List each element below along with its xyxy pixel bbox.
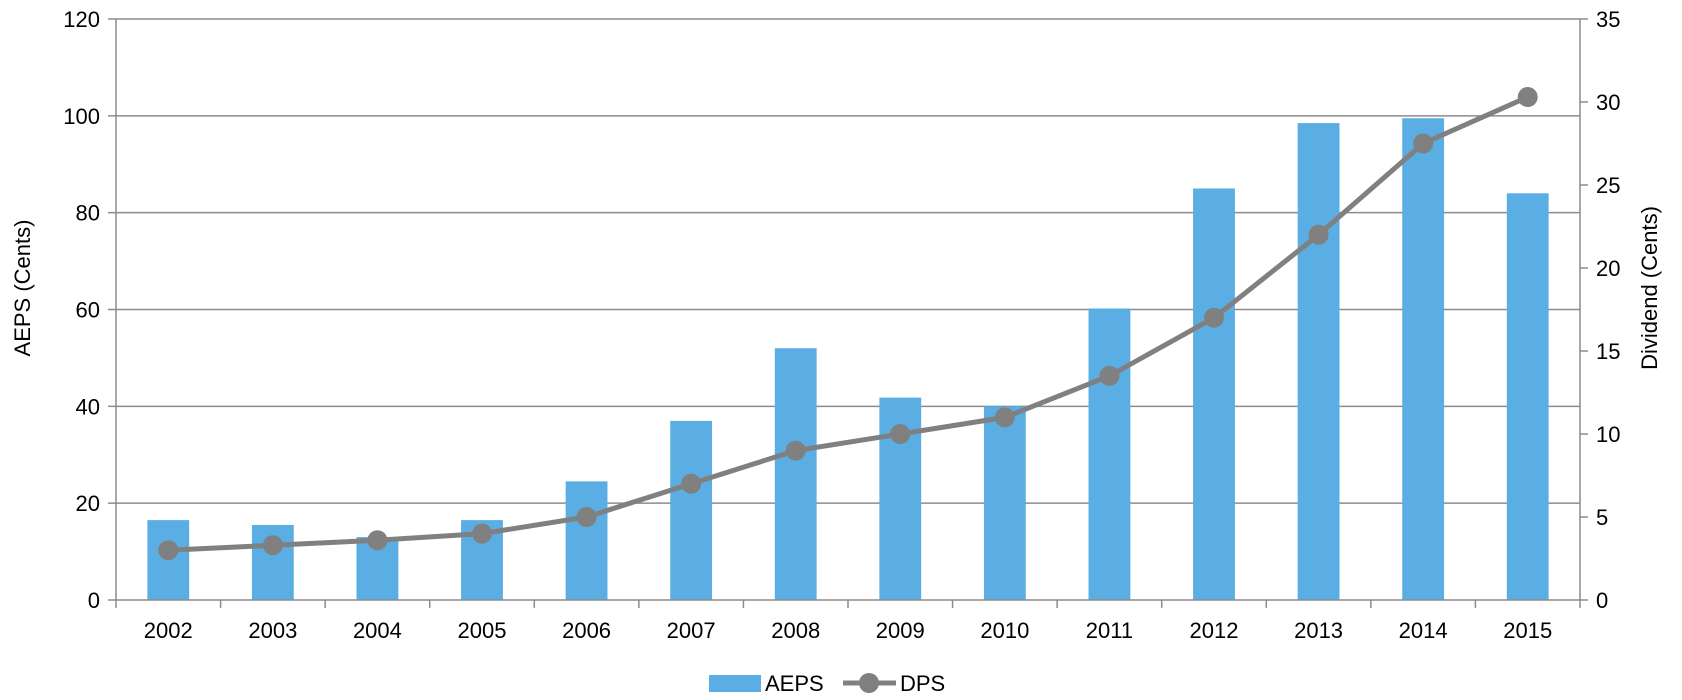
dps-point-2008 — [785, 440, 806, 461]
right-axis-ticks: 0 5 10 15 20 25 30 35 — [1596, 7, 1620, 613]
x-tick-label: 2012 — [1190, 618, 1239, 643]
dps-point-2012 — [1204, 307, 1224, 328]
bar-aeps-2007 — [670, 420, 713, 600]
bar-aeps-2015 — [1506, 193, 1549, 601]
right-tick-label: 10 — [1596, 422, 1620, 447]
x-tick-label: 2015 — [1503, 618, 1552, 643]
dps-point-2013 — [1308, 224, 1329, 245]
right-tick-label: 15 — [1596, 339, 1620, 364]
x-tick-label: 2005 — [458, 618, 507, 643]
left-tick-label: 100 — [63, 104, 100, 129]
dps-point-2004 — [367, 530, 388, 551]
x-tick-label: 2013 — [1294, 618, 1343, 643]
right-tick-label: 30 — [1596, 90, 1620, 115]
dps-point-2005 — [472, 523, 492, 544]
x-tick-label: 2007 — [667, 618, 716, 643]
legend-aeps-label: AEPS — [765, 671, 824, 695]
left-tick-label: 120 — [63, 7, 100, 32]
legend: AEPS DPS — [709, 671, 945, 696]
x-tick-label: 2002 — [144, 618, 193, 643]
left-tick-label: 0 — [88, 588, 100, 613]
bar-aeps-2011 — [1088, 308, 1131, 600]
dps-point-2011 — [1099, 365, 1120, 386]
gridlines — [116, 18, 1580, 504]
dps-point-2003 — [262, 535, 283, 556]
left-tick-label: 20 — [76, 491, 100, 516]
left-axis-title: AEPS (Cents) — [10, 220, 35, 357]
right-tick-label: 5 — [1596, 505, 1608, 530]
left-tick-label: 80 — [76, 201, 100, 226]
bar-aeps-2012 — [1193, 188, 1235, 601]
dps-point-2007 — [681, 473, 702, 494]
legend-dps-label: DPS — [900, 671, 945, 695]
x-tick-label: 2008 — [771, 618, 820, 643]
legend-aeps-swatch — [709, 675, 761, 692]
x-tick-label: 2004 — [353, 618, 402, 643]
dps-point-2009 — [890, 424, 911, 444]
bar-aeps-2014 — [1402, 118, 1445, 601]
bar-aeps-2010 — [983, 406, 1026, 600]
dps-line-group — [158, 87, 1538, 561]
dps-point-2002 — [158, 540, 179, 561]
x-tick-label: 2009 — [876, 618, 925, 643]
x-tick-label: 2003 — [248, 618, 297, 643]
right-tick-label: 20 — [1596, 256, 1620, 281]
dps-point-2010 — [994, 407, 1015, 428]
dps-point-2015 — [1517, 87, 1538, 108]
left-tick-label: 40 — [76, 394, 100, 419]
x-tick-label: 2014 — [1399, 618, 1448, 643]
x-axis-ticks: 2002 2003 2004 2005 2006 2007 2008 2009 2010 2011… — [144, 618, 1552, 643]
dps-point-2006 — [576, 507, 597, 527]
right-tick-label: 25 — [1596, 173, 1620, 198]
bar-aeps-2006 — [565, 481, 608, 600]
x-tick-label: 2006 — [562, 618, 611, 643]
x-tick-label: 2010 — [980, 618, 1029, 643]
bar-aeps-2013 — [1297, 123, 1340, 601]
x-tick-label: 2011 — [1086, 618, 1133, 643]
right-axis-title: Dividend (Cents) — [1637, 206, 1662, 370]
axes — [108, 18, 1588, 608]
aeps-bars — [147, 118, 1549, 601]
dps-line — [168, 94, 1529, 553]
dps-point-2014 — [1413, 133, 1434, 154]
right-tick-label: 0 — [1596, 588, 1608, 613]
right-tick-label: 35 — [1596, 7, 1620, 32]
left-axis-ticks: 0 20 40 60 80 100 120 — [63, 7, 100, 613]
bar-aeps-2008 — [774, 348, 817, 600]
legend-dps-marker — [859, 673, 879, 693]
left-tick-label: 60 — [76, 298, 100, 323]
